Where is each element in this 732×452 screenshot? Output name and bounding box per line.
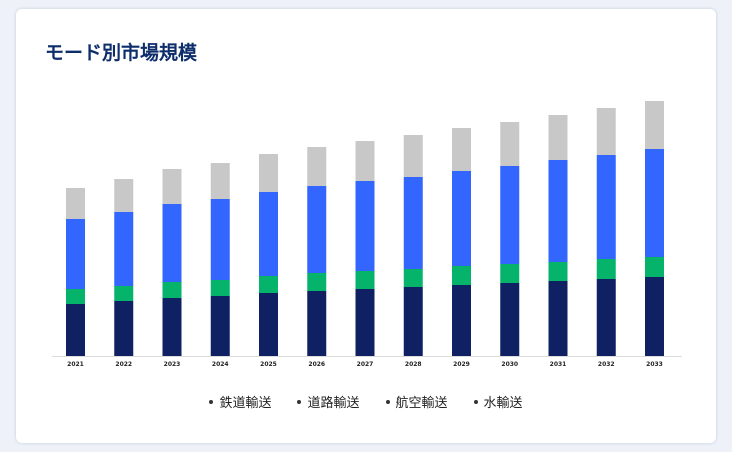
bar-segment	[114, 301, 134, 356]
bar-segment	[114, 179, 134, 212]
bar-segment	[355, 289, 375, 356]
legend-item: 鉄道輸送	[209, 392, 271, 411]
bar-segment	[162, 298, 182, 356]
bar-segment	[403, 177, 423, 269]
legend-item: 水輸送	[473, 392, 523, 411]
bar-segment	[452, 285, 471, 356]
x-tick-label: 2022	[115, 361, 132, 368]
bar-segment	[596, 259, 616, 279]
bar-segment	[114, 212, 134, 286]
bar-segment	[548, 262, 568, 281]
chart-legend: 鉄道輸送 道路輸送 航空輸送 水輸送	[16, 392, 716, 411]
bar-segment	[66, 289, 85, 304]
bar-segment	[548, 160, 568, 262]
bar-segment	[307, 291, 327, 356]
x-tick-label: 2030	[501, 361, 518, 368]
bar-segment	[452, 128, 471, 171]
bar-segment	[645, 277, 664, 356]
bar-segment	[162, 282, 182, 298]
bar-segment	[259, 154, 278, 192]
legend-bullet-icon	[473, 399, 478, 404]
bar-segment	[66, 304, 85, 356]
x-tick-label: 2032	[598, 361, 615, 368]
bar-segment	[452, 171, 471, 266]
x-tick-label: 2033	[646, 361, 663, 368]
bar-segment	[645, 257, 664, 277]
legend-bullet-icon	[297, 399, 302, 404]
legend-bullet-icon	[209, 399, 214, 404]
x-tick-label: 2025	[260, 361, 277, 368]
x-tick-label: 2028	[405, 361, 422, 368]
bar-segment	[355, 181, 375, 271]
x-tick-label: 2026	[308, 361, 325, 368]
bar-segment	[210, 199, 230, 280]
chart-plot: 2021 2022 2023 2024 2025 2026 2027 2028 2029 2030…	[52, 101, 682, 368]
bar-segment	[210, 280, 230, 296]
legend-item: 航空輸送	[385, 392, 448, 411]
legend-label: 道路輸送	[307, 396, 360, 411]
bar-segment	[403, 135, 423, 177]
legend-item: 道路輸送	[297, 392, 360, 411]
bar-segment	[403, 269, 423, 287]
bar-segment	[259, 192, 278, 276]
bar-segment	[355, 141, 375, 181]
bar-segment	[548, 281, 568, 356]
legend-bullet-icon	[385, 399, 390, 404]
bar-segment	[596, 279, 616, 356]
x-tick-label: 2027	[357, 361, 374, 368]
bar-segment	[596, 155, 616, 259]
bar-segment	[162, 169, 182, 204]
legend-label: 水輸送	[483, 396, 523, 411]
legend-label: 航空輸送	[395, 396, 448, 411]
legend-label: 鉄道輸送	[219, 396, 272, 411]
bar-segment	[259, 293, 278, 356]
bar-segment	[259, 276, 278, 293]
bar-segment	[66, 188, 85, 219]
x-tick-label: 2024	[212, 361, 229, 368]
bar-segment	[355, 271, 375, 289]
bar-segment	[210, 163, 230, 199]
bar-segment	[596, 108, 616, 155]
bar-segment	[645, 149, 664, 257]
bar-segment	[500, 264, 520, 283]
x-tick-label: 2031	[550, 361, 567, 368]
bar-segment	[162, 204, 182, 282]
bar-segment	[500, 166, 520, 264]
bar-segment	[210, 296, 230, 356]
bar-segment	[548, 115, 568, 160]
bar-segment	[114, 286, 134, 301]
x-tick-label: 2021	[67, 361, 84, 368]
bar-segment	[307, 147, 327, 186]
chart-card: モード別市場規模 2021 2022 2023 2024 2025 2026 2027 202…	[16, 9, 716, 443]
chart-title: モード別市場規模	[45, 42, 198, 64]
x-tick-label: 2029	[453, 361, 470, 368]
bar-segment	[307, 186, 327, 273]
bar-segment	[452, 266, 471, 285]
bar-segment	[403, 287, 423, 356]
bar-segment	[307, 273, 327, 291]
x-tick-label: 2023	[164, 361, 181, 368]
bar-segment	[500, 122, 520, 166]
bar-segment	[645, 101, 664, 149]
bar-segment	[66, 219, 85, 289]
bar-segment	[500, 283, 520, 356]
